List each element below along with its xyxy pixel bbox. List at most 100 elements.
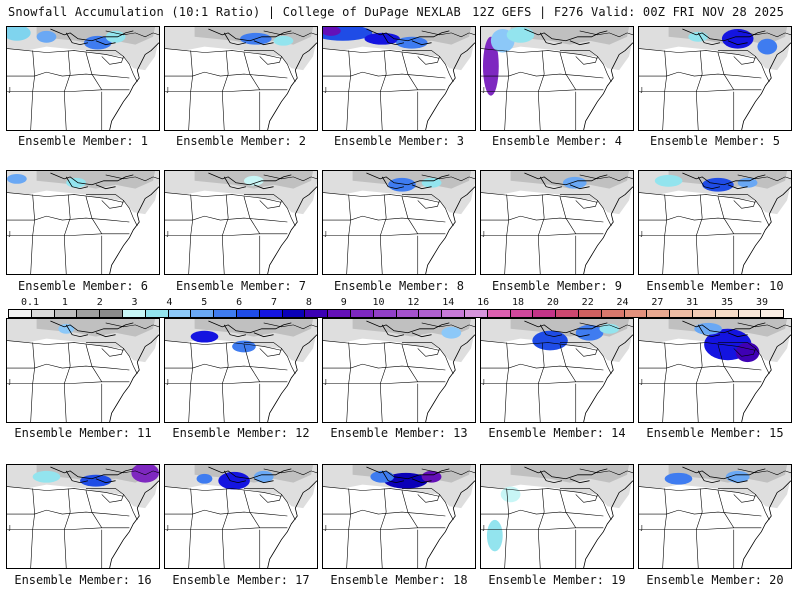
colorbar-tick-label: 9 — [340, 297, 347, 308]
map-letter: J — [166, 232, 169, 238]
ensemble-member-map-11: J — [6, 318, 160, 423]
great-lakes — [208, 28, 292, 46]
snowfall-area — [702, 177, 734, 192]
ensemble-member-caption: Ensemble Member: 19 — [488, 573, 626, 587]
ensemble-member-map-3: J — [322, 26, 476, 131]
snowfall-area — [532, 330, 568, 351]
colorbar-tick-label: 14 — [442, 297, 455, 308]
snowfall-area — [737, 177, 758, 188]
snowfall-area — [562, 176, 587, 189]
ensemble-member-caption: Ensemble Member: 17 — [172, 573, 310, 587]
coastline — [109, 334, 159, 422]
ensemble-member-caption: Ensemble Member: 5 — [649, 134, 781, 148]
ensemble-member-map-7: J — [164, 170, 318, 275]
snowfall-area — [396, 36, 428, 49]
ensemble-member-caption: Ensemble Member: 15 — [646, 426, 784, 440]
coastline — [425, 186, 475, 274]
map-letter: J — [640, 380, 643, 386]
state-borders — [639, 30, 791, 130]
colorbar-tick-label: 10 — [372, 297, 385, 308]
moderate-snow-shading — [352, 27, 472, 45]
map-letter: J — [482, 380, 485, 386]
colorbar-swatch — [670, 310, 693, 317]
colorbar-swatch — [77, 310, 101, 317]
snowfall-area — [486, 519, 503, 552]
colorbar-swatch — [464, 310, 488, 317]
ensemble-member-map-5: J — [638, 26, 792, 131]
map-letter: J — [166, 526, 169, 532]
coastline — [425, 480, 475, 568]
snowfall-area — [7, 173, 27, 184]
snowfall-area — [253, 470, 274, 483]
colorbar-tick-label: 7 — [270, 297, 278, 308]
snowfall-area — [243, 175, 264, 186]
colorbar-swatch — [31, 310, 55, 317]
map-letter: J — [324, 526, 327, 532]
colorbar-tick-label: 39 — [755, 297, 769, 308]
state-borders — [639, 468, 791, 568]
great-lakes — [524, 28, 608, 46]
colorbar-tick-label: 24 — [616, 297, 629, 308]
snowfall-area — [66, 177, 86, 188]
state-borders — [639, 174, 791, 274]
moderate-snow-shading — [668, 319, 788, 337]
colorbar-tick-label: 22 — [581, 297, 594, 308]
ensemble-member-map-8: J — [322, 170, 476, 275]
snowfall-area — [196, 473, 213, 484]
colorbar-swatch — [305, 310, 329, 317]
snowfall-area — [190, 330, 219, 343]
snowfall-area — [735, 342, 760, 363]
coastline — [109, 186, 159, 274]
ensemble-member-map-9: J — [480, 170, 634, 275]
colorbar-swatch — [442, 310, 465, 317]
moderate-snow-shading — [194, 319, 314, 337]
coastline — [109, 480, 159, 568]
map-letter: J — [324, 88, 327, 94]
great-lakes — [50, 320, 134, 338]
coastline — [741, 186, 791, 274]
map-letter: J — [8, 380, 11, 386]
ensemble-member-map-18: J — [322, 464, 476, 569]
map-letter: J — [324, 232, 327, 238]
state-borders — [639, 322, 791, 422]
colorbar-swatch — [419, 310, 443, 317]
map-letter: J — [8, 88, 11, 94]
snowfall-area — [421, 470, 442, 483]
snowfall-area — [364, 32, 400, 45]
colorbar-swatch — [168, 310, 192, 317]
snowfall-area — [506, 27, 535, 43]
ensemble-member-caption: Ensemble Member: 9 — [491, 279, 623, 293]
coastline — [267, 186, 317, 274]
ensemble-member-caption: Ensemble Member: 16 — [14, 573, 152, 587]
ensemble-member-map-10: J — [638, 170, 792, 275]
colorbar-swatch — [761, 310, 784, 317]
snowfall-area — [757, 38, 778, 55]
colorbar-swatch — [236, 310, 260, 317]
colorbar-tick-label: 2 — [96, 297, 103, 308]
snowfall-area — [36, 30, 57, 43]
colorbar-swatch — [145, 310, 169, 317]
colorbar-swatch — [373, 310, 397, 317]
snowfall-area — [575, 324, 604, 341]
ensemble-member-caption: Ensemble Member: 7 — [175, 279, 307, 293]
colorbar-tick-label: 3 — [131, 297, 138, 308]
colorbar-swatch — [328, 310, 351, 317]
state-borders — [323, 30, 475, 130]
colorbar-swatch — [122, 310, 146, 317]
colorbar — [8, 309, 784, 318]
state-borders — [481, 468, 633, 568]
ensemble-member-caption: Ensemble Member: 1 — [17, 134, 149, 148]
coastline — [267, 334, 317, 422]
ensemble-member-caption: Ensemble Member: 10 — [646, 279, 784, 293]
colorbar-tick-label: 0.1 — [20, 297, 40, 308]
snowfall-area — [273, 35, 294, 46]
coastline — [425, 334, 475, 422]
colorbar-swatch — [9, 310, 32, 317]
coastline — [583, 334, 633, 422]
ensemble-member-caption: Ensemble Member: 12 — [172, 426, 310, 440]
snowfall-area — [725, 470, 750, 483]
coastline — [109, 42, 159, 130]
coastline — [741, 480, 791, 568]
map-letter: J — [640, 232, 643, 238]
colorbar-swatch — [350, 310, 374, 317]
